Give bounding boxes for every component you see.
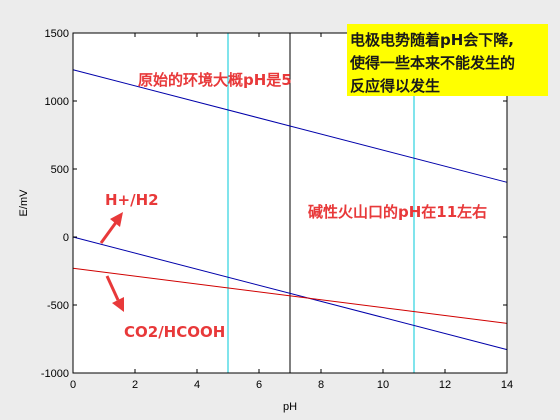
arrow-co2-hcooh: [105, 275, 124, 312]
note-box: [347, 24, 548, 96]
y-tick-label: -500: [47, 300, 69, 312]
y-axis-label: E/mV: [18, 189, 30, 217]
x-tick-label: 0: [70, 379, 76, 391]
note-line-2: 使得一些本来不能发生的: [349, 54, 515, 72]
annotation-co2-hcooh: CO2/HCOOH: [124, 323, 225, 341]
y-tick-label: -1000: [41, 368, 69, 380]
series-line-co2: [72, 267, 508, 324]
x-tick-label: 8: [318, 379, 324, 391]
ticks-layer: 0 2 4 6 8 10 12 14 -1000 -500 0 500 1000 1500: [41, 28, 513, 391]
annotation-environment-ph: 原始的环境大概pH是5: [138, 71, 292, 89]
note-line-3: 反应得以发生: [350, 77, 440, 95]
arrow-h-h2: [99, 212, 123, 244]
x-tick-label: 12: [439, 379, 451, 391]
y-tick-label: 1500: [45, 28, 69, 40]
series-layer: [72, 33, 508, 373]
note-line-1: 电极电势随着pH会下降,: [350, 31, 514, 49]
annotation-vent-ph: 碱性火山口的pH在11左右: [308, 203, 487, 221]
series-line-h2: [72, 236, 508, 351]
annotation-h-h2: H+/H2: [105, 191, 159, 209]
y-tick-label: 0: [63, 232, 69, 244]
y-tick-label: 1000: [45, 96, 69, 108]
y-tick-label: 500: [51, 164, 69, 176]
x-axis-label: pH: [283, 401, 297, 413]
x-tick-label: 14: [501, 379, 513, 391]
x-tick-label: 6: [256, 379, 262, 391]
x-tick-label: 4: [194, 379, 200, 391]
series-line-o2: [72, 69, 508, 183]
x-tick-label: 2: [132, 379, 138, 391]
plot-frame: [72, 32, 508, 374]
x-tick-label: 10: [377, 379, 389, 391]
